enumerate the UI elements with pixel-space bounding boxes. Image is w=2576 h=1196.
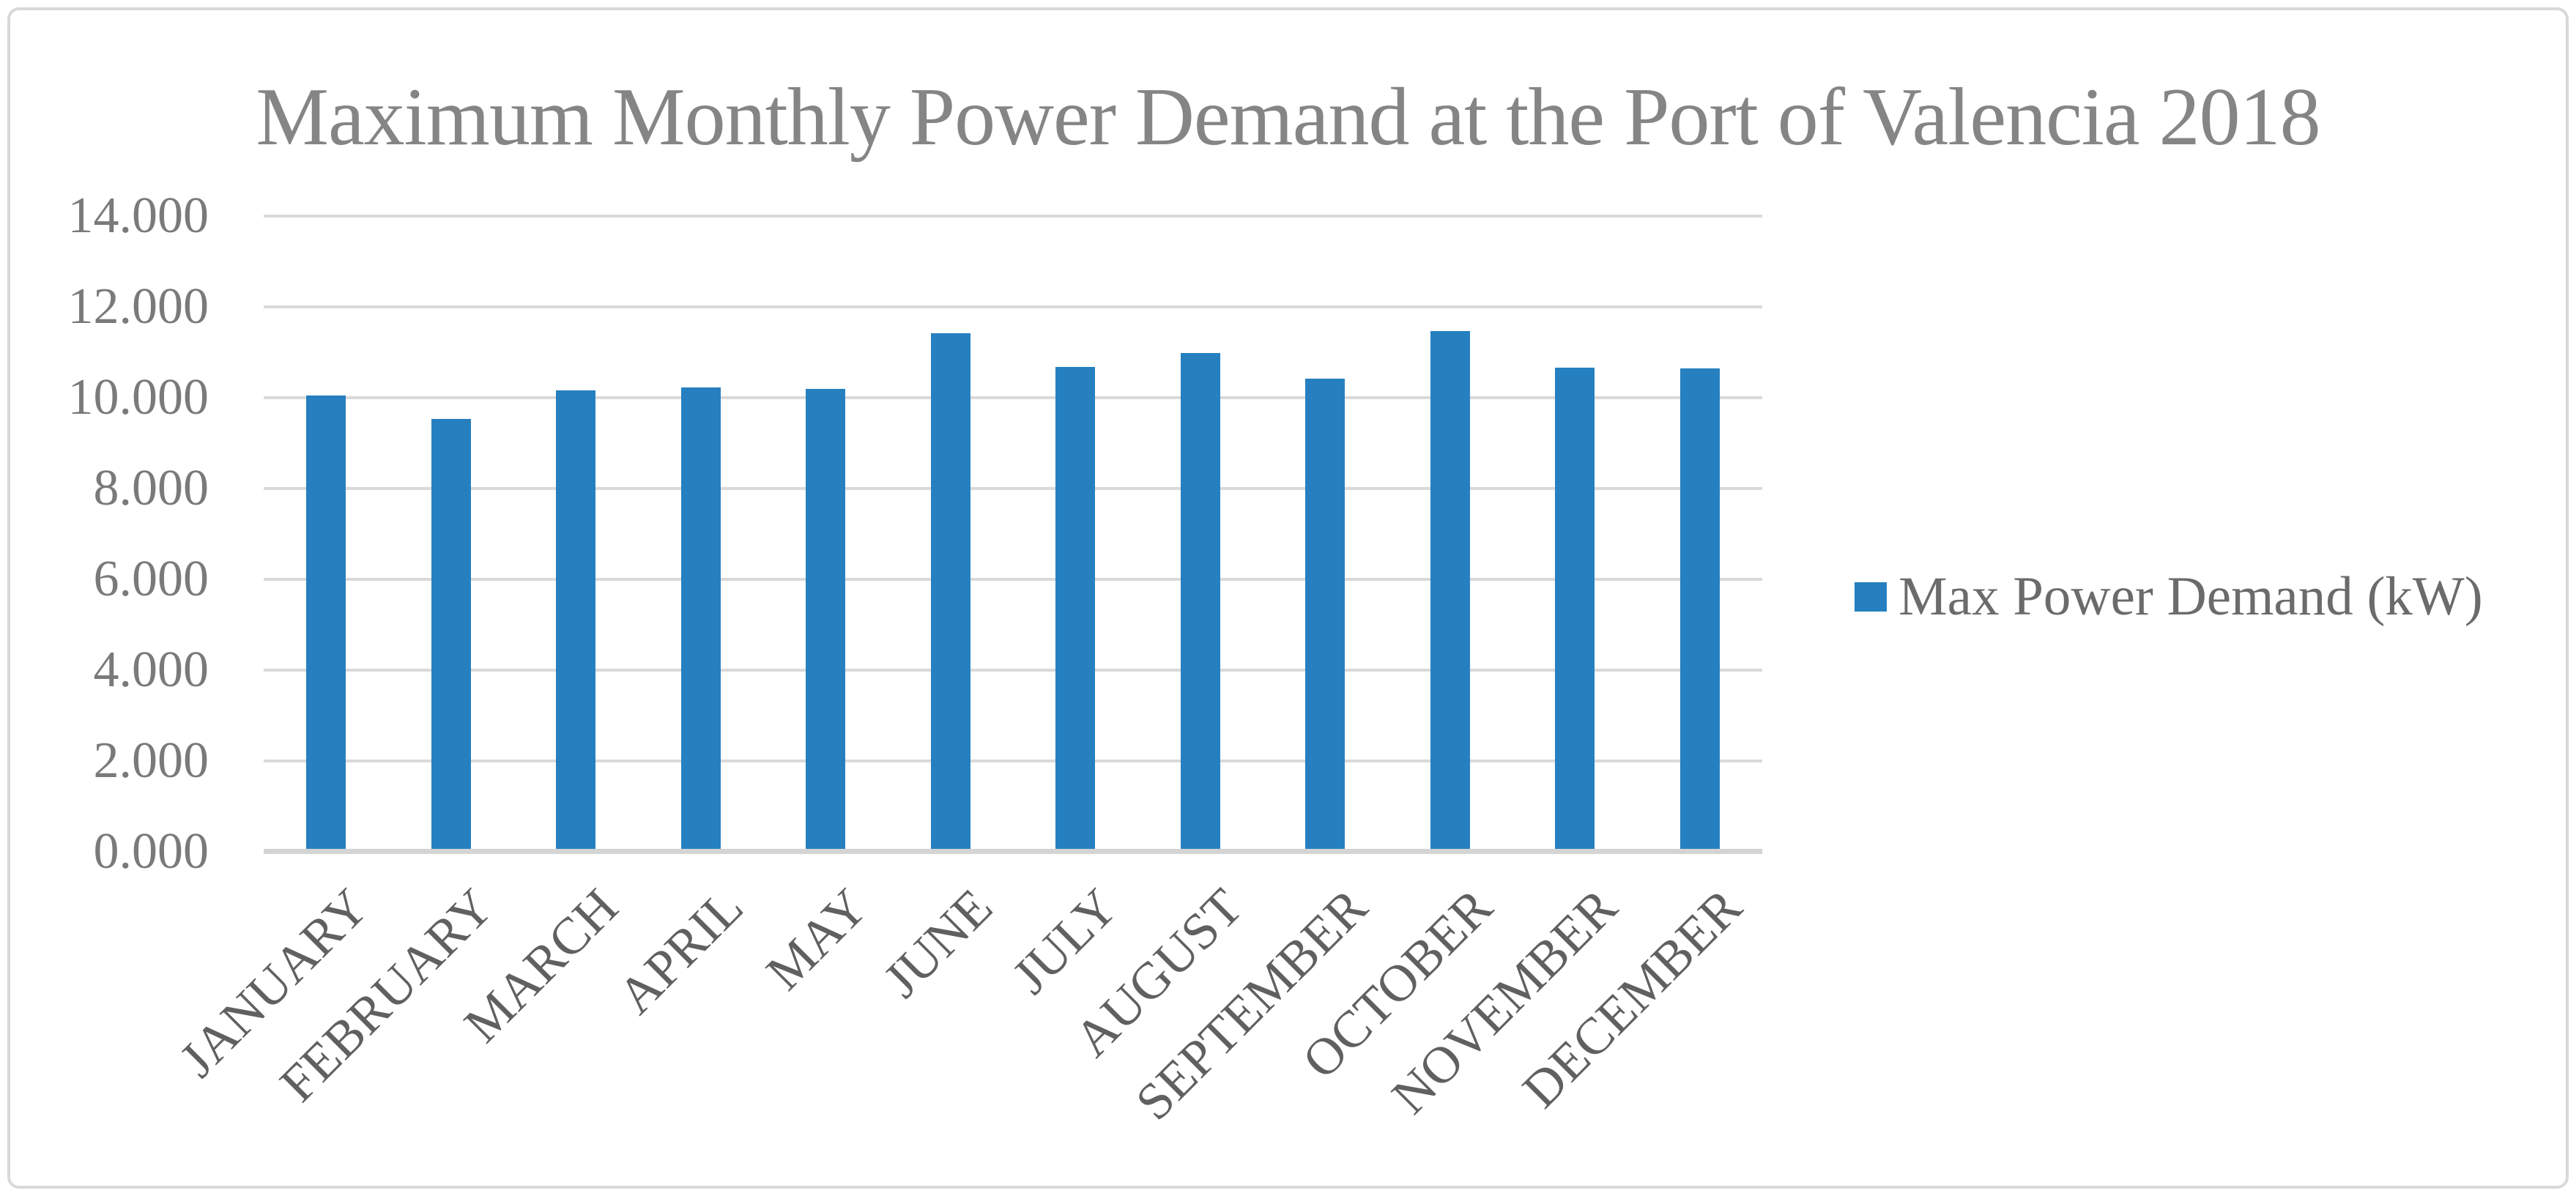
y-tick-label-10.000: 10.000	[67, 369, 209, 426]
y-tick-label-2.000: 2.000	[93, 732, 209, 789]
x-axis-label-anchor-december: DECEMBER	[1202, 878, 1753, 1119]
bar-may	[806, 389, 845, 849]
bar-july	[1055, 367, 1095, 849]
bar-october	[1430, 331, 1470, 849]
bar-september	[1305, 379, 1345, 849]
x-axis-line	[264, 849, 1762, 854]
y-gridline-14.000	[264, 215, 1762, 218]
chart-title: Maximum Monthly Power Demand at the Port…	[256, 72, 2320, 163]
bar-november	[1555, 368, 1595, 849]
bar-march	[556, 390, 595, 849]
y-gridline-12.000	[264, 305, 1762, 308]
y-gridline-10.000	[264, 396, 1762, 399]
legend-marker-square	[1855, 582, 1887, 612]
bar-february	[431, 419, 471, 849]
y-gridline-8.000	[264, 487, 1762, 490]
y-tick-label-6.000: 6.000	[93, 551, 209, 607]
bar-june	[931, 333, 970, 849]
y-tick-label-14.000: 14.000	[67, 187, 209, 244]
y-gridline-6.000	[264, 578, 1762, 581]
y-tick-label-0.000: 0.000	[93, 823, 209, 880]
y-tick-label-8.000: 8.000	[93, 460, 209, 516]
y-tick-label-4.000: 4.000	[93, 642, 209, 698]
bar-august	[1181, 353, 1220, 849]
y-tick-label-12.000: 12.000	[67, 278, 209, 335]
bar-december	[1680, 368, 1720, 849]
bar-january	[306, 395, 346, 849]
y-gridline-4.000	[264, 669, 1762, 672]
x-axis-label-december: DECEMBER	[1512, 878, 1753, 1119]
y-gridline-2.000	[264, 759, 1762, 762]
legend-label: Max Power Demand (kW)	[1898, 566, 2483, 627]
bar-april	[681, 387, 721, 849]
